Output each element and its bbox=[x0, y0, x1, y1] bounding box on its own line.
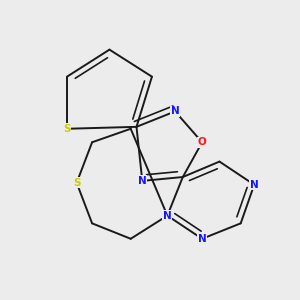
Text: N: N bbox=[250, 180, 259, 190]
Text: N: N bbox=[138, 176, 147, 186]
Text: S: S bbox=[63, 124, 71, 134]
Text: N: N bbox=[198, 234, 206, 244]
Text: O: O bbox=[198, 137, 206, 147]
Text: N: N bbox=[163, 211, 172, 220]
Text: N: N bbox=[171, 106, 179, 116]
Text: S: S bbox=[73, 178, 80, 188]
